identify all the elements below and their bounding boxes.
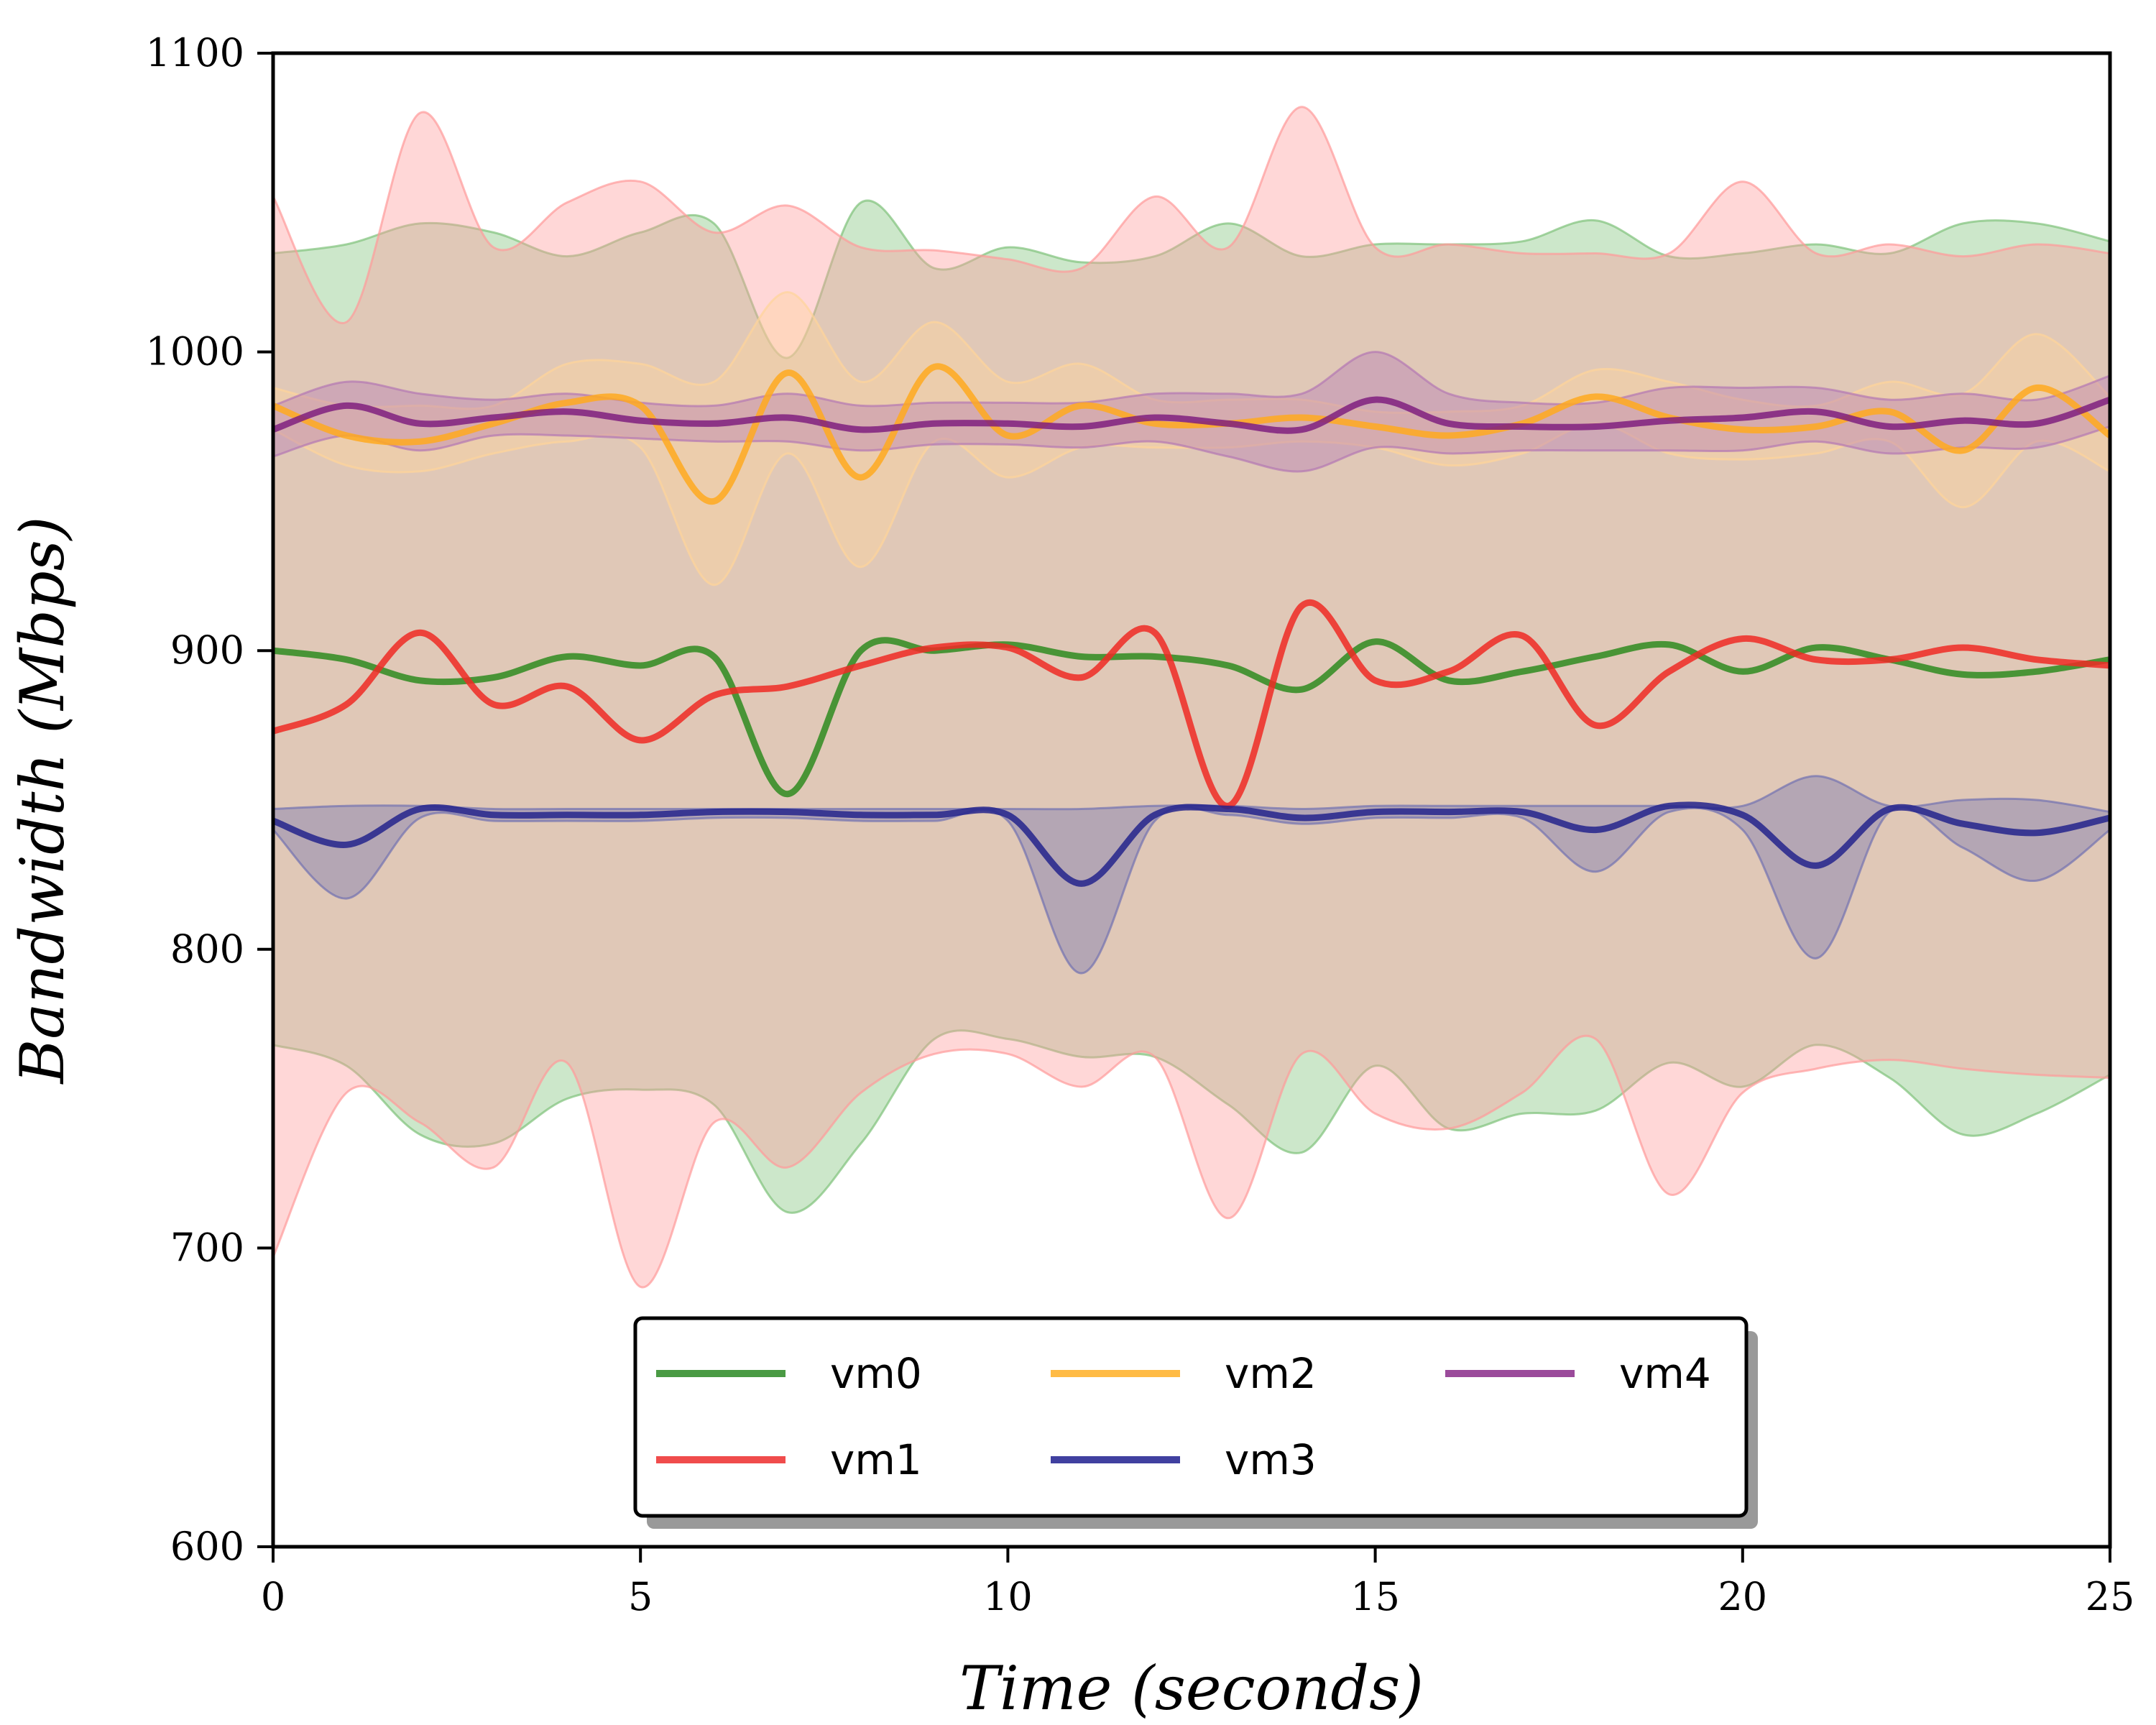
x-tick-label: 0 (261, 1574, 285, 1619)
x-tick-label: 15 (1350, 1574, 1400, 1619)
band-vm3 (273, 775, 2110, 975)
y-tick-label: 700 (170, 1225, 244, 1270)
legend: vm0 vm1 vm2 vm3 vm4 (633, 1316, 1758, 1529)
line-vm1 (273, 599, 2110, 809)
band-vm2 (273, 290, 2110, 586)
legend-label-vm1: vm1 (830, 1435, 922, 1484)
legend-label-vm4: vm4 (1619, 1349, 1711, 1398)
confidence-bands (273, 106, 2110, 1289)
y-tick-label: 600 (170, 1524, 244, 1569)
x-tick-label: 10 (983, 1574, 1033, 1619)
legend-label-vm2: vm2 (1225, 1349, 1317, 1398)
x-tick-label: 25 (2086, 1574, 2135, 1619)
legend-label-vm0: vm0 (830, 1349, 922, 1398)
legend-label-vm3: vm3 (1225, 1435, 1317, 1484)
plot-frame (271, 51, 2112, 1549)
x-axis-title: Time (seconds) (959, 1653, 1424, 1724)
x-tick-label: 5 (628, 1574, 653, 1619)
y-tick-label: 1000 (146, 329, 244, 374)
line-vm4 (273, 396, 2110, 434)
y-tick-label: 800 (170, 926, 244, 972)
x-tick-label: 20 (1718, 1574, 1767, 1619)
line-vm3 (273, 801, 2110, 887)
y-tick-label: 1100 (146, 30, 244, 75)
axis-ticks: 0 5 10 15 20 25 600 700 800 900 1000 1100 (146, 30, 2135, 1619)
legend-box (633, 1316, 1749, 1518)
band-vm0 (273, 199, 2110, 1214)
y-tick-label: 900 (170, 627, 244, 673)
band-vm4 (273, 351, 2110, 473)
y-axis-title: Bandwidth (Mbps) (7, 517, 78, 1085)
series-lines (273, 363, 2110, 887)
line-vm2 (273, 363, 2110, 505)
